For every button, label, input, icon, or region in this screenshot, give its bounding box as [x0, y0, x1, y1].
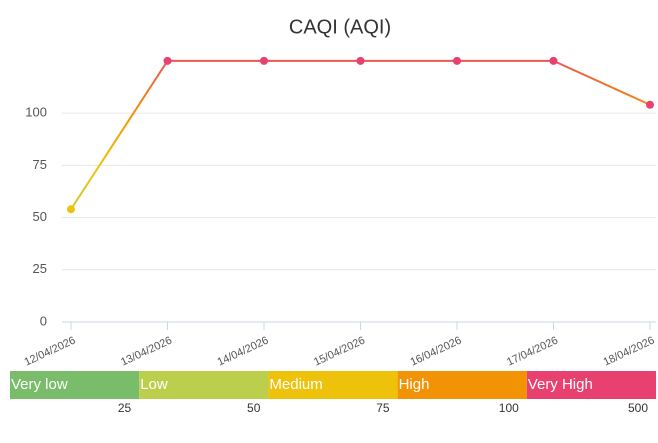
scale-band-label: High	[399, 376, 430, 393]
x-tick-label: 16/04/2026	[409, 334, 464, 368]
x-tick-label: 12/04/2026	[23, 334, 78, 368]
point	[549, 56, 558, 65]
scale-threshold: 25	[118, 401, 132, 415]
point	[260, 56, 268, 65]
point	[163, 56, 172, 65]
scale-threshold: 75	[376, 401, 390, 415]
x-tick-label: 15/04/2026	[312, 334, 367, 368]
y-tick-label: 100	[25, 105, 47, 120]
scale-threshold: 50	[247, 401, 261, 415]
scale-band	[397, 371, 527, 399]
point	[453, 56, 461, 65]
scale-band-label: Low	[140, 376, 168, 393]
scale-band	[139, 371, 269, 399]
scale-threshold: 500	[628, 401, 648, 415]
x-tick-label: 17/04/2026	[505, 334, 560, 368]
y-tick-label: 75	[33, 157, 47, 172]
point	[67, 205, 75, 214]
line	[70, 59, 651, 210]
y-tick-label: 0	[40, 313, 47, 328]
point	[646, 100, 654, 109]
scale-band-label: Very low	[11, 376, 68, 393]
x-tick-label: 13/04/2026	[119, 334, 174, 368]
scale-threshold: 100	[499, 401, 519, 415]
y-tick-label: 50	[33, 209, 47, 224]
chart-title: CAQI (AQI)	[289, 16, 391, 38]
scale-band	[526, 371, 656, 399]
y-tick-label: 25	[33, 261, 47, 276]
scale-band	[10, 371, 140, 399]
scale-band-label: Very High	[528, 376, 593, 393]
scale-band-label: Medium	[269, 376, 322, 393]
point	[356, 56, 365, 65]
x-tick-label: 18/04/2026	[602, 334, 657, 368]
scale-band	[268, 371, 398, 399]
x-tick-label: 14/04/2026	[216, 334, 271, 368]
